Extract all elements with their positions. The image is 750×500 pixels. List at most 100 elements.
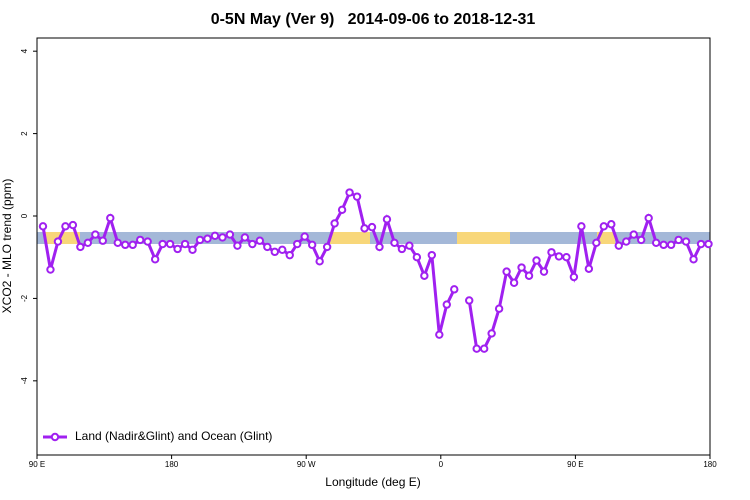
data-point <box>599 222 609 231</box>
data-point <box>285 250 294 260</box>
data-point <box>188 245 197 254</box>
y-tick-label: -4 <box>20 377 29 385</box>
data-point <box>165 239 175 249</box>
data-point <box>644 213 653 223</box>
data-point <box>300 232 309 241</box>
data-point <box>367 222 377 232</box>
x-tick-label: 180 <box>165 460 179 469</box>
data-point <box>465 296 474 305</box>
data-point <box>412 253 422 262</box>
y-tick-label: -2 <box>20 294 29 302</box>
data-point <box>315 257 324 266</box>
data-point <box>420 271 429 280</box>
data-point <box>577 222 586 231</box>
data-point <box>659 240 668 250</box>
data-point <box>435 330 444 339</box>
data-point <box>121 240 130 250</box>
data-point <box>233 241 242 250</box>
data-point <box>345 188 354 197</box>
data-point <box>427 250 437 260</box>
data-point <box>83 238 93 247</box>
data-point <box>98 236 108 245</box>
data-point <box>106 213 115 223</box>
data-point <box>375 242 384 252</box>
x-tick-label: 90 E <box>29 460 45 469</box>
data-point <box>91 230 100 239</box>
data-point <box>681 237 691 246</box>
data-point <box>622 237 631 246</box>
data-point <box>330 219 339 228</box>
data-point <box>61 222 70 231</box>
data-point <box>150 255 160 264</box>
data-point <box>390 238 399 247</box>
data-point <box>128 240 137 250</box>
y-axis-label: XCO2 - MLO trend (ppm) <box>0 179 14 314</box>
data-point <box>539 267 549 276</box>
data-point <box>607 220 616 229</box>
data-point <box>158 239 167 249</box>
data-point <box>629 230 638 239</box>
data-point <box>210 231 220 240</box>
legend-label: Land (Nadir&Glint) and Ocean (Glint) <box>75 429 272 443</box>
data-point <box>46 265 55 274</box>
data-point <box>38 222 48 231</box>
data-point <box>487 329 496 338</box>
data-point <box>509 278 519 287</box>
data-point <box>637 235 646 245</box>
data-point <box>547 248 556 257</box>
data-point <box>68 220 78 230</box>
y-tick-label: 4 <box>20 48 29 53</box>
data-point <box>479 344 489 353</box>
data-point <box>218 233 227 242</box>
data-point <box>240 233 250 242</box>
data-point <box>203 234 212 243</box>
data-point <box>674 235 683 245</box>
land-band <box>457 232 510 244</box>
x-tick-label: 90 E <box>567 460 583 469</box>
data-point <box>442 300 451 309</box>
data-point <box>450 285 459 294</box>
data-point <box>76 242 85 252</box>
data-point <box>143 237 152 246</box>
land-band <box>330 232 370 244</box>
legend-marker <box>50 432 60 442</box>
data-point <box>397 244 407 254</box>
data-point <box>532 256 541 265</box>
data-point <box>502 267 511 276</box>
data-point <box>173 244 182 254</box>
data-point <box>195 235 205 245</box>
data-point <box>689 255 698 264</box>
data-point <box>278 245 287 254</box>
data-point <box>263 242 272 252</box>
x-tick-label: 0 <box>439 460 444 469</box>
data-point <box>614 241 623 250</box>
x-axis-label: Longitude (deg E) <box>325 475 420 489</box>
data-point <box>352 192 362 201</box>
data-point <box>517 263 526 272</box>
data-point <box>322 242 332 252</box>
data-point <box>337 205 347 215</box>
data-point <box>307 240 317 250</box>
data-point <box>472 344 481 353</box>
data-point <box>651 238 661 247</box>
data-point <box>180 239 190 249</box>
land-band <box>45 232 80 244</box>
data-point <box>524 271 534 280</box>
data-point <box>293 239 302 249</box>
data-point <box>360 224 369 233</box>
data-point <box>225 230 235 239</box>
data-point <box>696 239 706 249</box>
data-point <box>53 237 63 246</box>
data-point <box>494 304 504 313</box>
data-point <box>405 241 414 250</box>
data-point <box>113 238 122 247</box>
data-point <box>704 239 713 249</box>
chart-title: 0-5N May (Ver 9) 2014-09-06 to 2018-12-3… <box>211 11 536 28</box>
y-tick-label: 0 <box>20 213 29 218</box>
data-point <box>248 239 257 249</box>
y-tick-label: 2 <box>20 131 29 136</box>
data-point <box>569 272 579 282</box>
data-point <box>255 236 265 245</box>
